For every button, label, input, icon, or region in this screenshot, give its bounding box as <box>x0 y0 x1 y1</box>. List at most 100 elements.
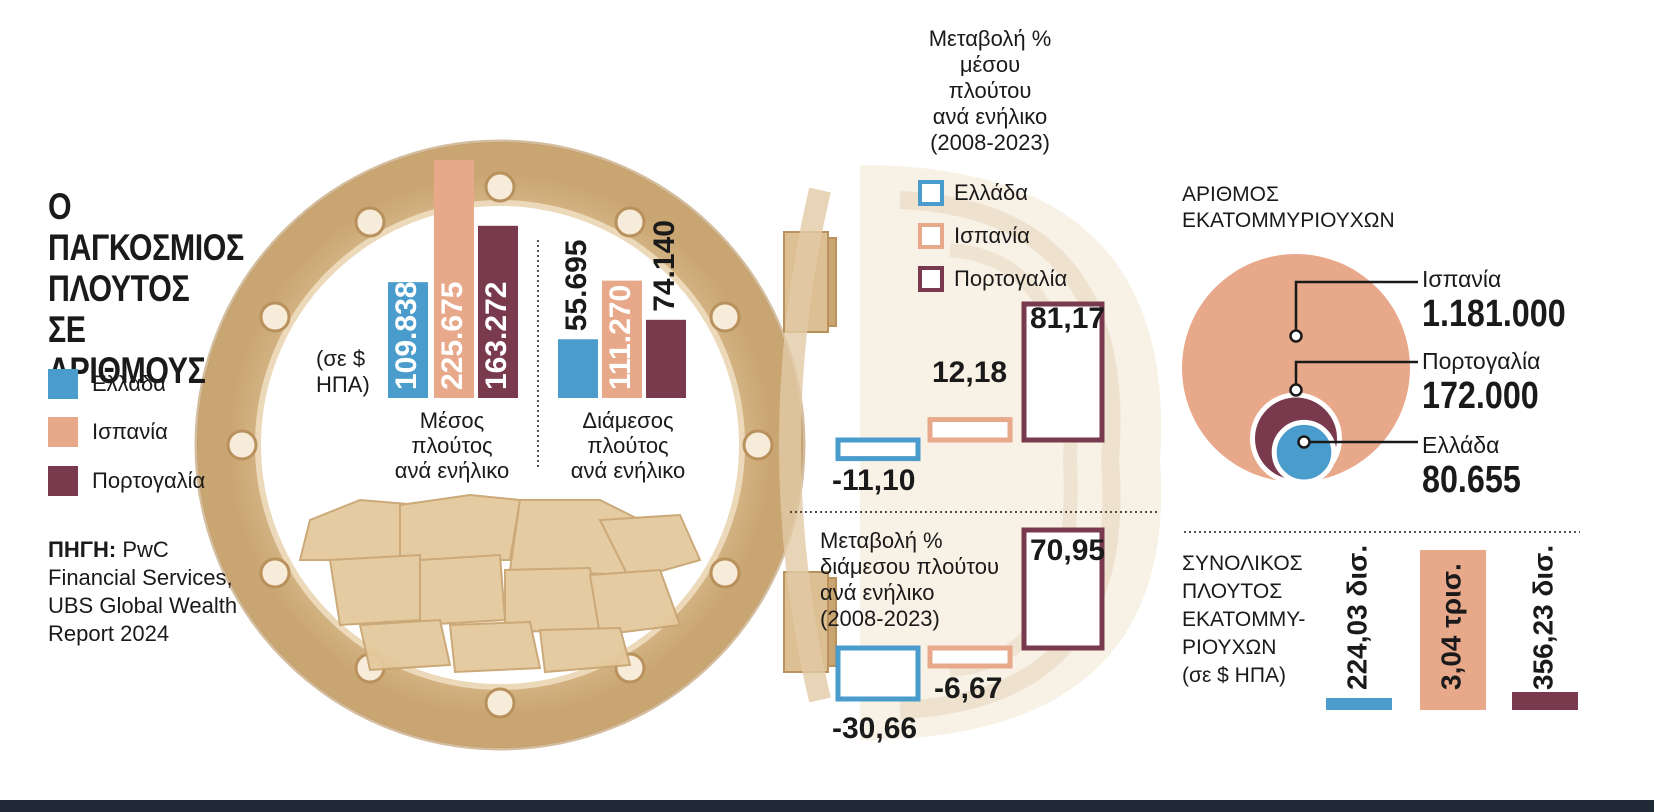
millionaires-bubble <box>1271 419 1337 485</box>
total-wealth-bar <box>1326 698 1392 710</box>
caption-line: Μέσος <box>419 408 485 433</box>
legend2-swatch <box>918 266 944 292</box>
mean-bar <box>434 160 474 398</box>
legend2-item-greece: Ελλάδα <box>918 176 1028 210</box>
caption-line: Διάμεσος <box>582 408 674 433</box>
caption-line: ανά ενήλικο <box>932 104 1048 129</box>
title-line: Ο ΠΑΓΚΟΣΜΙΟΣ <box>48 186 244 268</box>
caption-line: ΣΥΝΟΛΙΚΟΣ <box>1182 552 1303 575</box>
total-wealth-bar <box>1512 692 1578 710</box>
legend2-item-portugal: Πορτογαλία <box>918 262 1067 296</box>
country-label: Ισπανία <box>1422 266 1502 292</box>
mean-bar-label: 109.838 <box>390 282 423 390</box>
median-bar <box>602 280 642 398</box>
legend-label: Πορτογαλία <box>92 468 206 493</box>
legend2-swatch <box>918 180 944 206</box>
legend-item-spain: Ισπανία <box>48 416 168 448</box>
mean-bar <box>478 225 518 398</box>
caption-line: Μεταβολή % <box>928 26 1052 51</box>
millionaires-pointer-dot <box>1289 329 1303 343</box>
caption-line: (σε $ ΗΠΑ) <box>1182 664 1286 687</box>
legend2-label: Ελλάδα <box>954 180 1029 205</box>
mean-bar-label: 225.675 <box>436 282 469 390</box>
source-label: ΠΗΓΗ: <box>48 537 117 562</box>
legend-label: Ελλάδα <box>92 371 167 396</box>
millionaires-label-portugal: Πορτογαλία 172.000 <box>1422 348 1559 418</box>
legend-label: Ισπανία <box>92 419 168 444</box>
median-bar-label: 74.140 <box>648 220 681 312</box>
unit-note: (σε $ ΗΠΑ) <box>316 346 370 397</box>
source-text: PwC Financial Services, UBS Global Wealt… <box>48 537 238 646</box>
caption-line: πλούτος <box>587 433 669 458</box>
change-mean-label: 12,18 <box>932 356 1007 389</box>
median-bar <box>646 319 686 398</box>
millionaires-label-spain: Ισπανία 1.181.000 <box>1422 266 1591 336</box>
caption-line: πλούτος <box>411 433 493 458</box>
change-mean-bar <box>835 437 921 462</box>
change-median-label: 70,95 <box>1030 534 1105 567</box>
count-value: 172.000 <box>1422 375 1539 417</box>
legend2-item-spain: Ισπανία <box>918 219 1030 253</box>
change-mean-label: 81,17 <box>1030 302 1105 335</box>
change-mean-title: Μεταβολή % μέσου πλούτου ανά ενήλικο (20… <box>900 26 1080 156</box>
caption-line: (2008-2023) <box>820 606 940 631</box>
caption-line: (2008-2023) <box>930 130 1050 155</box>
caption-line: διάμεσου πλούτου <box>820 554 1000 579</box>
change-median-label: -30,66 <box>832 712 917 745</box>
legend-swatch <box>48 466 78 496</box>
change-mean-bar <box>1021 301 1105 443</box>
median-caption: Διάμεσος πλούτος ανά ενήλικο <box>548 408 708 483</box>
caption-line: ΑΡΙΘΜΟΣ <box>1182 183 1279 206</box>
title-line: ΣΕ <box>48 309 86 350</box>
median-bar <box>558 339 598 398</box>
millionaires-pointer-dot <box>1297 435 1311 449</box>
caption-line: ΕΚΑΤΟΜΜΥ- <box>1182 608 1306 631</box>
total-wealth-label: 3,04 τρισ. <box>1435 563 1466 690</box>
caption-line: ανά ενήλικο <box>570 458 686 483</box>
change-mean-bar <box>927 417 1013 443</box>
millionaires-pointer <box>1294 280 1418 336</box>
millionaires-pointer <box>1294 360 1418 390</box>
legend-item-greece: Ελλάδα <box>48 368 166 400</box>
legend-swatch <box>48 417 78 447</box>
title-line: ΠΛΟΥΤΟΣ <box>48 268 190 309</box>
change-median-bar <box>927 645 1013 669</box>
mean-bar-label: 163.272 <box>480 282 513 390</box>
legend2-label: Ισπανία <box>954 223 1030 248</box>
millionaires-title: ΑΡΙΘΜΟΣ ΕΚΑΤΟΜΜΥΡΙΟΥΧΩΝ <box>1182 182 1395 234</box>
change-mean-label: -11,10 <box>832 464 915 497</box>
count-value: 80.655 <box>1422 459 1521 501</box>
millionaires-label-greece: Ελλάδα 80.655 <box>1422 432 1538 502</box>
change-median-label: -6,67 <box>934 672 1002 705</box>
taskbar <box>0 800 1654 812</box>
median-bar-label: 111.270 <box>604 285 637 390</box>
caption-line: ΕΚΑΤΟΜΜΥΡΙΟΥΧΩΝ <box>1182 209 1395 232</box>
change-median-bar <box>1021 527 1105 651</box>
legend2-label: Πορτογαλία <box>954 266 1068 291</box>
mean-bar <box>388 282 428 398</box>
change-median-title: Μεταβολή % διάμεσου πλούτου ανά ενήλικο … <box>820 528 1020 632</box>
caption-line: ανά ενήλικο <box>820 580 935 605</box>
caption-line: ΠΛΟΥΤΟΣ <box>1182 580 1283 603</box>
country-label: Ελλάδα <box>1422 432 1500 458</box>
total-wealth-label: 356,23 δισ. <box>1527 545 1558 690</box>
caption-line: ανά ενήλικο <box>394 458 510 483</box>
legend2-swatch <box>918 223 944 249</box>
total-wealth-label: 224,03 δισ. <box>1341 545 1372 690</box>
millionaires-pointer-dot <box>1289 383 1303 397</box>
caption-line: πλούτου <box>948 78 1032 103</box>
legend-swatch <box>48 369 78 399</box>
caption-line: μέσου <box>959 52 1021 77</box>
total-wealth-bar <box>1420 550 1486 710</box>
mean-caption: Μέσος πλούτος ανά ενήλικο <box>372 408 532 483</box>
count-value: 1.181.000 <box>1422 293 1566 335</box>
median-bar-label: 55.695 <box>560 239 593 331</box>
source-note: ΠΗΓΗ: PwC Financial Services, UBS Global… <box>48 536 248 648</box>
caption-line: Μεταβολή % <box>820 528 943 553</box>
caption-line: ΡΙΟΥΧΩΝ <box>1182 636 1277 659</box>
total-wealth-title: ΣΥΝΟΛΙΚΟΣ ΠΛΟΥΤΟΣ ΕΚΑΤΟΜΜΥ- ΡΙΟΥΧΩΝ (σε … <box>1182 550 1305 690</box>
change-median-bar <box>835 645 921 702</box>
country-label: Πορτογαλία <box>1422 348 1541 374</box>
legend-item-portugal: Πορτογαλία <box>48 465 205 497</box>
